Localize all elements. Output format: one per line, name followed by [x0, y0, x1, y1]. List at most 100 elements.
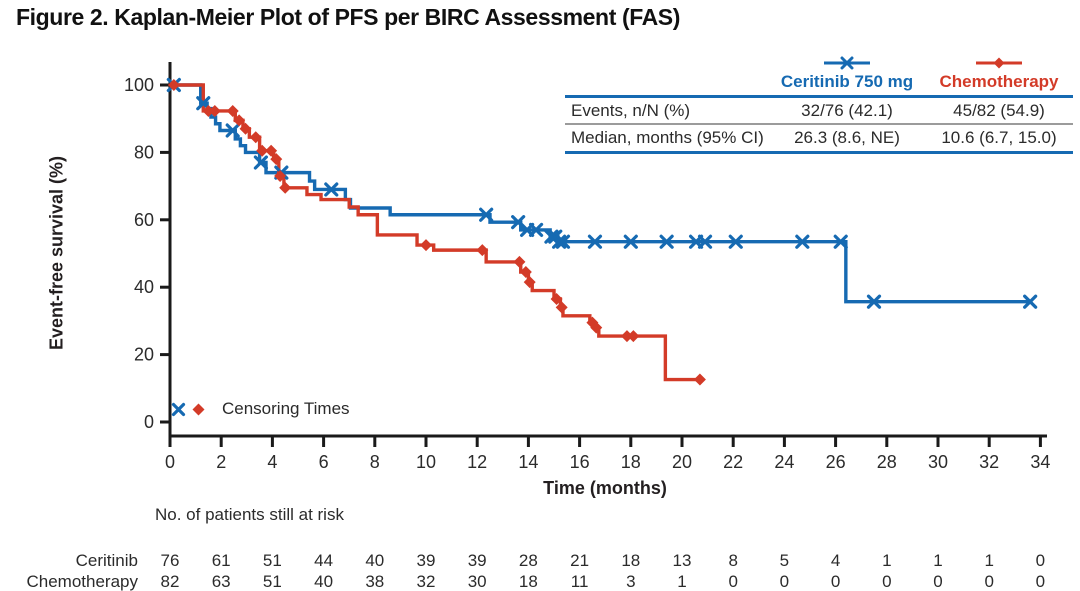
risk-value: 0 — [1035, 572, 1046, 591]
y-tick-label: 0 — [144, 412, 154, 432]
censor-mark-x — [697, 234, 713, 249]
x-tick-label: 30 — [928, 452, 948, 472]
risk-value: 61 — [211, 551, 231, 570]
risk-value: 0 — [882, 572, 892, 591]
censor-x-icon — [171, 402, 186, 416]
risk-value: 76 — [160, 551, 180, 570]
stats-row-median: Median, months (95% CI) 26.3 (8.6, NE) 1… — [565, 123, 1073, 154]
censor-mark-x — [528, 222, 544, 238]
censor-mark-diamond — [208, 104, 221, 117]
stats-events-chemotherapy: 45/82 (54.9) — [953, 101, 1045, 120]
censoring-legend: Censoring Times — [170, 399, 350, 419]
censor-mark-diamond — [249, 131, 262, 144]
censor-mark-x — [833, 234, 848, 249]
risk-value: 39 — [467, 551, 487, 570]
censor-mark-x — [866, 294, 882, 309]
risk-value: 0 — [933, 572, 943, 591]
censor-mark-diamond — [274, 169, 287, 182]
y-tick-label: 20 — [134, 345, 154, 365]
risk-value: 40 — [365, 551, 385, 570]
censor-mark-x — [623, 234, 638, 249]
censor-mark-x — [225, 123, 240, 138]
risk-value: 21 — [570, 551, 590, 570]
risk-value: 51 — [262, 551, 282, 570]
risk-value: 0 — [728, 572, 738, 591]
x-tick-label: 34 — [1030, 452, 1050, 472]
censor-mark-diamond — [226, 104, 239, 117]
stats-table-header-row: Ceritinib 750 mg Chemotherapy — [565, 56, 1073, 95]
censor-mark-diamond — [693, 373, 706, 386]
risk-value: 8 — [728, 551, 738, 570]
ceritinib-line-marker-icon — [824, 56, 870, 70]
chemotherapy-line-marker-icon — [976, 57, 1022, 69]
censor-mark-x — [728, 234, 743, 249]
risk-value: 63 — [211, 572, 231, 591]
censor-mark-x — [324, 182, 339, 197]
censor-mark-diamond — [620, 330, 633, 343]
risk-value: 39 — [416, 551, 436, 570]
x-tick-label: 0 — [165, 452, 175, 472]
risk-row-label-ceritinib: Ceritinib — [75, 551, 138, 570]
censor-mark-x — [795, 234, 810, 249]
risk-value: 0 — [1035, 551, 1046, 570]
risk-table-caption: No. of patients still at risk — [155, 505, 344, 524]
stats-row-events: Events, n/N (%) 32/76 (42.1) 45/82 (54.9… — [565, 95, 1073, 123]
censor-mark-x — [659, 234, 674, 249]
stats-header-ceritinib-label: Ceritinib 750 mg — [780, 72, 914, 91]
risk-value: 3 — [626, 572, 636, 591]
stats-median-label: Median, months (95% CI) — [571, 128, 764, 147]
censor-mark-diamond — [627, 330, 640, 343]
censor-mark-diamond — [550, 292, 563, 305]
risk-row-label-chemotherapy: Chemotherapy — [26, 572, 138, 591]
x-tick-label: 2 — [216, 452, 226, 472]
risk-value: 1 — [933, 551, 943, 570]
stats-median-ceritinib: 26.3 (8.6, NE) — [794, 128, 900, 147]
risk-value: 40 — [314, 572, 334, 591]
censor-mark-diamond — [519, 266, 532, 279]
risk-value: 44 — [314, 551, 334, 570]
censor-mark-diamond — [265, 144, 278, 157]
censor-mark-x — [544, 229, 559, 244]
x-tick-label: 6 — [319, 452, 329, 472]
risk-value: 11 — [570, 572, 589, 591]
x-tick-label: 16 — [570, 452, 590, 472]
risk-value: 51 — [262, 572, 282, 591]
x-tick-label: 28 — [877, 452, 897, 472]
x-tick-label: 18 — [621, 452, 641, 472]
censor-mark-diamond — [233, 114, 246, 127]
censor-mark-x — [555, 234, 571, 249]
censor-mark-diamond — [523, 276, 536, 289]
censor-mark-diamond — [476, 244, 489, 257]
x-tick-label: 26 — [826, 452, 846, 472]
censor-mark-diamond — [590, 321, 603, 334]
censor-diamond-icon — [192, 403, 205, 415]
risk-value: 18 — [621, 551, 641, 570]
x-tick-label: 12 — [467, 452, 487, 472]
x-tick-label: 14 — [518, 452, 538, 472]
x-tick-label: 8 — [370, 452, 380, 472]
x-tick-label: 20 — [672, 452, 692, 472]
y-tick-label: 80 — [134, 142, 154, 162]
censoring-legend-label: Censoring Times — [222, 399, 350, 418]
censor-mark-diamond — [555, 301, 568, 314]
censor-mark-x — [587, 234, 603, 249]
figure-title: Figure 2. Kaplan-Meier Plot of PFS per B… — [16, 4, 681, 30]
x-tick-label: 10 — [416, 452, 436, 472]
censor-mark-diamond — [270, 153, 283, 166]
risk-value: 5 — [779, 551, 790, 570]
risk-value: 38 — [365, 572, 385, 591]
summary-stats-table: Ceritinib 750 mg Chemotherapy Events, n/… — [565, 56, 1073, 154]
censor-mark-diamond — [279, 181, 292, 194]
risk-value: 30 — [467, 572, 487, 591]
stats-header-chemotherapy: Chemotherapy — [925, 56, 1073, 92]
y-tick-label: 100 — [124, 75, 154, 95]
risk-value: 4 — [830, 551, 841, 570]
x-axis-label: Time (months) — [543, 478, 667, 498]
stats-header-ceritinib: Ceritinib 750 mg — [769, 56, 925, 92]
censor-mark-diamond — [239, 122, 252, 135]
x-tick-label: 24 — [774, 452, 794, 472]
stats-events-ceritinib: 32/76 (42.1) — [801, 101, 893, 120]
censor-mark-diamond — [420, 239, 432, 252]
